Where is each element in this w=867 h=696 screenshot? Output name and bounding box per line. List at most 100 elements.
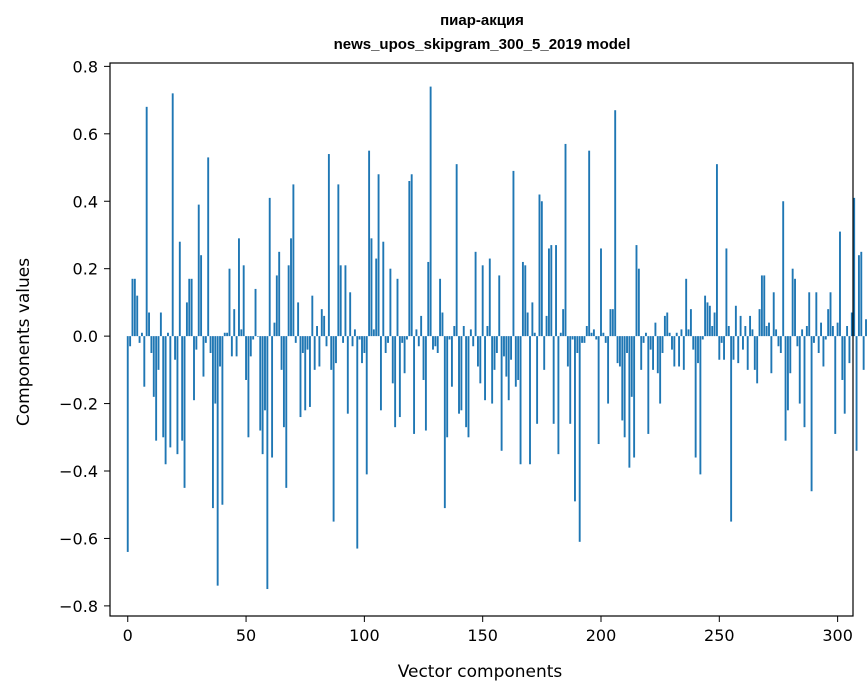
bar <box>339 265 342 337</box>
bar <box>167 332 169 337</box>
bar <box>503 336 505 357</box>
bar <box>848 336 851 364</box>
bar <box>529 336 531 465</box>
bar <box>614 110 617 337</box>
bar <box>432 336 434 350</box>
bar <box>467 336 470 438</box>
bar <box>737 336 740 364</box>
bar <box>141 332 143 337</box>
bar <box>176 336 179 455</box>
bar <box>628 336 631 468</box>
bar <box>266 336 269 590</box>
bar <box>424 336 427 431</box>
y-tick-label: 0.0 <box>73 327 98 346</box>
bar <box>408 181 411 337</box>
bar <box>389 268 392 337</box>
bar <box>450 336 453 387</box>
bar <box>855 336 858 451</box>
bar <box>663 315 666 337</box>
bar <box>514 336 517 387</box>
bar <box>543 336 546 370</box>
bar <box>280 336 283 370</box>
bar <box>306 336 309 350</box>
bar <box>285 336 288 488</box>
bar <box>200 255 203 337</box>
bar <box>299 336 302 418</box>
bar <box>228 268 231 337</box>
bar <box>164 336 167 465</box>
bar <box>626 336 628 353</box>
bar <box>287 265 290 337</box>
bar <box>136 295 139 337</box>
bar <box>131 278 134 337</box>
bar <box>204 336 207 343</box>
bar <box>760 275 763 337</box>
bar <box>219 336 221 367</box>
bar <box>282 336 285 428</box>
bar <box>240 329 243 337</box>
bar <box>294 336 297 343</box>
bar <box>275 275 278 337</box>
bar <box>647 336 650 434</box>
x-tick-label: 100 <box>349 626 380 645</box>
bar <box>379 336 382 411</box>
bar <box>145 106 148 337</box>
bar <box>387 336 389 343</box>
bar <box>602 332 605 337</box>
bar <box>701 336 704 340</box>
bar <box>789 336 792 374</box>
bar <box>813 336 815 343</box>
bar <box>526 312 529 337</box>
bar <box>159 312 162 337</box>
bar <box>604 336 607 343</box>
bar <box>510 336 513 360</box>
bar <box>850 312 853 337</box>
bar <box>443 336 446 509</box>
bar <box>264 336 266 411</box>
bar <box>753 336 756 370</box>
bar <box>633 336 636 458</box>
bar <box>183 336 186 488</box>
bar <box>320 309 323 337</box>
bar <box>484 336 486 401</box>
bar <box>846 326 849 337</box>
bar <box>611 309 614 337</box>
bar <box>585 326 588 337</box>
bar <box>822 336 825 367</box>
bar <box>455 164 458 337</box>
bar <box>794 278 796 337</box>
bar <box>694 336 697 458</box>
bar <box>174 336 177 360</box>
chart-title-line2: news_upos_skipgram_300_5_2019 model <box>334 36 631 53</box>
bar <box>805 326 808 337</box>
bar <box>673 336 676 367</box>
y-tick-label: 0.6 <box>73 125 98 144</box>
bar <box>235 336 238 357</box>
y-tick-label: −0.8 <box>59 597 98 616</box>
bar <box>697 336 699 364</box>
bar <box>214 336 217 404</box>
bar <box>185 302 188 337</box>
bar <box>862 336 865 370</box>
bar <box>361 336 363 364</box>
bar <box>318 336 321 367</box>
bar <box>649 336 652 350</box>
bar <box>316 326 318 337</box>
bar <box>195 336 198 350</box>
bar <box>332 336 335 522</box>
bar <box>441 312 444 337</box>
bar <box>609 309 612 337</box>
bar <box>377 174 380 337</box>
bar <box>335 336 337 364</box>
bar <box>493 336 496 370</box>
bar <box>427 261 430 337</box>
bar <box>578 336 581 542</box>
bar <box>711 326 714 337</box>
bar <box>469 329 472 337</box>
bar <box>803 336 806 428</box>
bar <box>375 258 378 337</box>
bar <box>410 174 413 337</box>
bar <box>143 336 146 387</box>
bar <box>363 336 366 353</box>
bar <box>462 326 465 337</box>
